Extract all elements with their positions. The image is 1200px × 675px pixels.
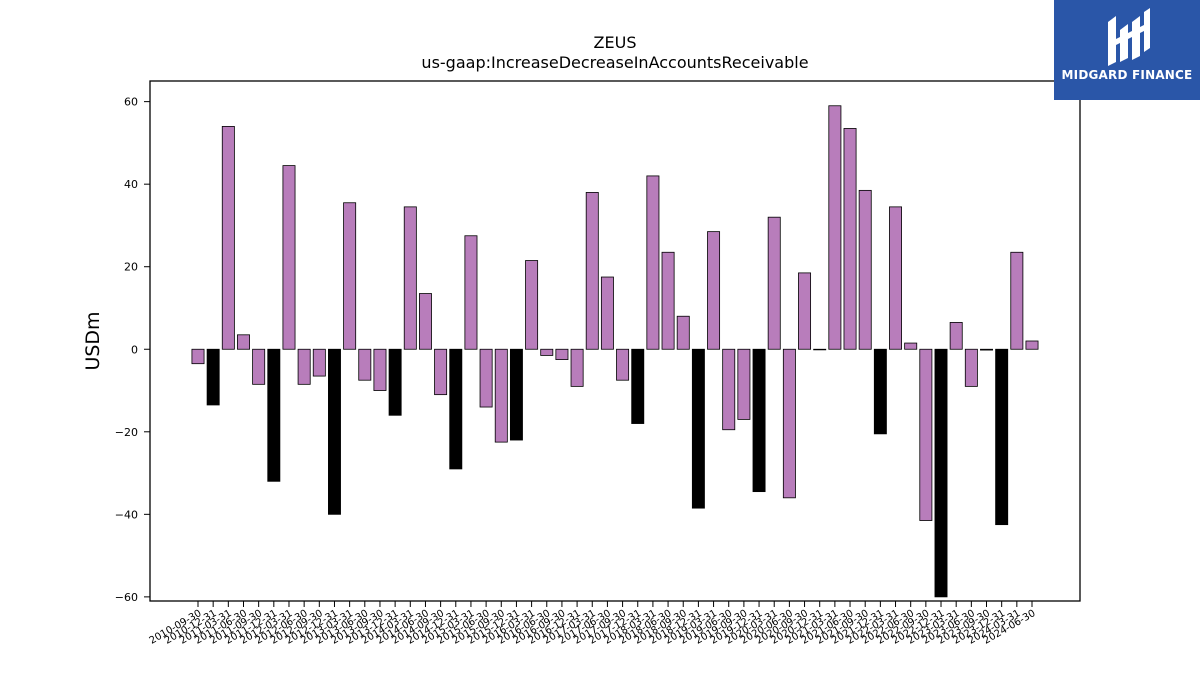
bar [509, 348, 523, 441]
bar [873, 348, 887, 435]
bar [904, 342, 918, 350]
bar [282, 165, 296, 350]
bar [403, 206, 417, 350]
y-tick-label: 20 [124, 261, 138, 274]
bar [798, 272, 812, 350]
bar [919, 348, 933, 521]
y-axis: −60 −40 −20 0 20 40 60 [115, 96, 150, 604]
x-axis: 2010-09-302010-12-312011-03-312011-06-30… [148, 601, 1038, 647]
y-tick-label: −40 [115, 508, 138, 521]
bar [813, 348, 827, 351]
y-tick-label: 0 [131, 343, 138, 356]
bar [373, 348, 387, 391]
bar [494, 348, 508, 443]
bar [646, 175, 660, 350]
bar [237, 334, 250, 350]
bar [555, 348, 569, 360]
midgard-logo-icon [1108, 8, 1150, 66]
bar [343, 202, 357, 350]
y-tick-label: −20 [115, 426, 138, 439]
bar [828, 105, 842, 350]
chart-title: ZEUS [594, 33, 637, 52]
bar [616, 348, 630, 381]
bar [631, 348, 645, 424]
bar [221, 126, 235, 350]
y-tick-label: 60 [124, 96, 138, 109]
bar [1025, 340, 1039, 350]
bar [737, 348, 751, 420]
bar [540, 348, 554, 356]
bars-group [191, 105, 1039, 598]
bar [191, 348, 205, 365]
bar [252, 348, 266, 385]
bar [782, 348, 796, 499]
bar [206, 348, 220, 406]
bar [388, 348, 402, 416]
bar [585, 192, 599, 350]
bar [767, 216, 781, 350]
bar [949, 322, 963, 350]
chart-subtitle: us-gaap:IncreaseDecreaseInAccountsReceiv… [421, 53, 808, 72]
bar [449, 348, 463, 470]
bar [570, 348, 584, 387]
bar [418, 293, 432, 350]
bar [328, 348, 341, 515]
brand-name: MIDGARD FINANCE [1061, 68, 1193, 82]
bar [676, 315, 690, 350]
bar [600, 276, 614, 350]
plot-frame [149, 80, 1081, 602]
y-tick-label: −60 [115, 591, 138, 604]
bar [722, 348, 736, 431]
bar [525, 260, 539, 350]
bar [464, 235, 478, 350]
bar [1010, 251, 1024, 350]
bar [980, 348, 993, 351]
bar [843, 128, 857, 350]
bar [889, 206, 902, 350]
bar [297, 348, 311, 385]
bar [934, 348, 948, 598]
bar [707, 231, 721, 350]
bar [995, 348, 1009, 526]
bar [358, 348, 372, 381]
bar [479, 348, 493, 408]
bar [312, 348, 326, 377]
bar [964, 348, 978, 387]
bar [661, 251, 675, 350]
bar [267, 348, 281, 482]
bar [858, 189, 872, 350]
y-axis-label: USDm [82, 311, 104, 370]
brand-logo: MIDGARD FINANCE [1054, 0, 1200, 100]
y-tick-label: 40 [124, 178, 138, 191]
bar [691, 348, 705, 509]
bar [434, 348, 448, 396]
bar [752, 348, 766, 493]
